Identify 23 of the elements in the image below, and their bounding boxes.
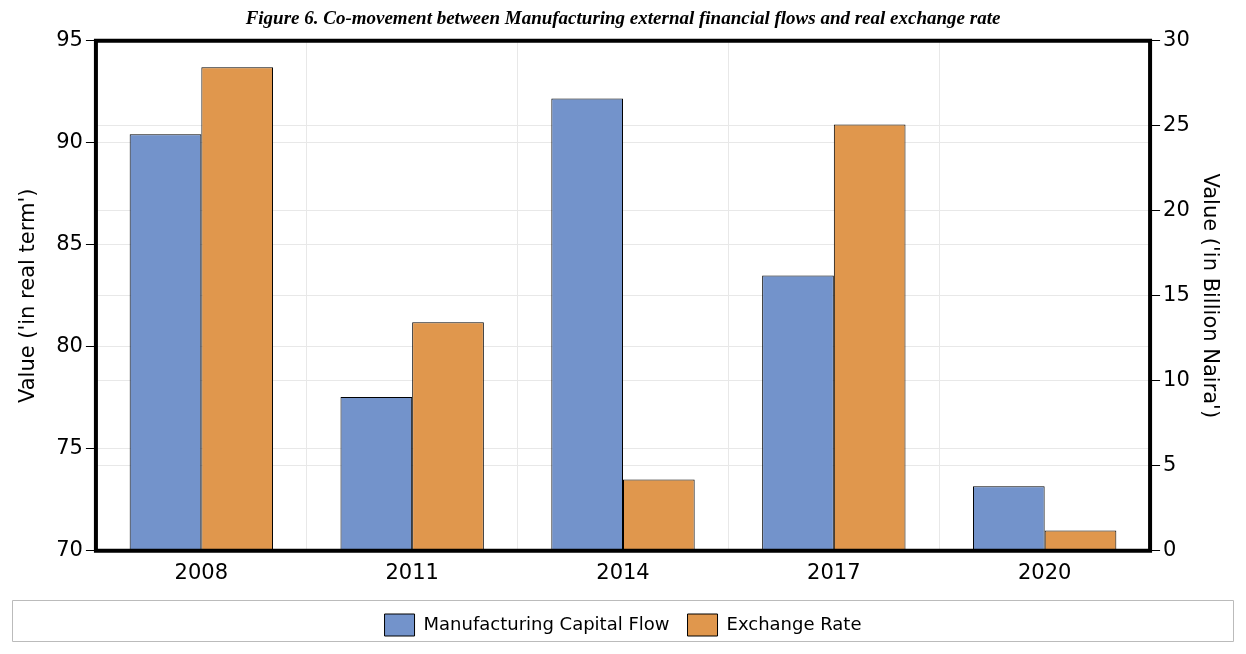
chart-title: Figure 6. Co-movement between Manufacturing external financial flows and real exchange rate: [244, 7, 1001, 29]
x-tick-label: 2011: [385, 559, 439, 584]
y2-tick-label: 20: [1163, 197, 1190, 222]
y-tick-label: 90: [56, 129, 83, 154]
y-tick-label: 95: [56, 27, 83, 52]
x-tick-label: 2014: [596, 559, 650, 584]
x-tick-label: 2020: [1017, 559, 1072, 584]
legend-label: Exchange Rate: [726, 612, 862, 634]
y-axis-title: Value ('in real term'): [15, 188, 40, 404]
y2-tick-label: 25: [1163, 112, 1190, 137]
x-tick-label: 2008: [174, 559, 229, 584]
y2-tick-label: 10: [1163, 367, 1190, 392]
y2-tick-label: 30: [1163, 27, 1190, 52]
y2-tick-label: 0: [1163, 537, 1177, 562]
y-tick-label: 75: [56, 435, 83, 460]
y2-tick-label: 15: [1163, 282, 1190, 307]
y2-axis-title: Value ('in Billion Naira'): [1198, 173, 1223, 419]
y-tick-label: 85: [56, 231, 83, 256]
y2-tick-label: 5: [1163, 452, 1177, 477]
y-tick-label: 70: [56, 537, 83, 562]
y-tick-label: 80: [56, 333, 83, 358]
legend-label: Manufacturing Capital Flow: [423, 612, 670, 634]
x-tick-label: 2017: [807, 559, 861, 584]
